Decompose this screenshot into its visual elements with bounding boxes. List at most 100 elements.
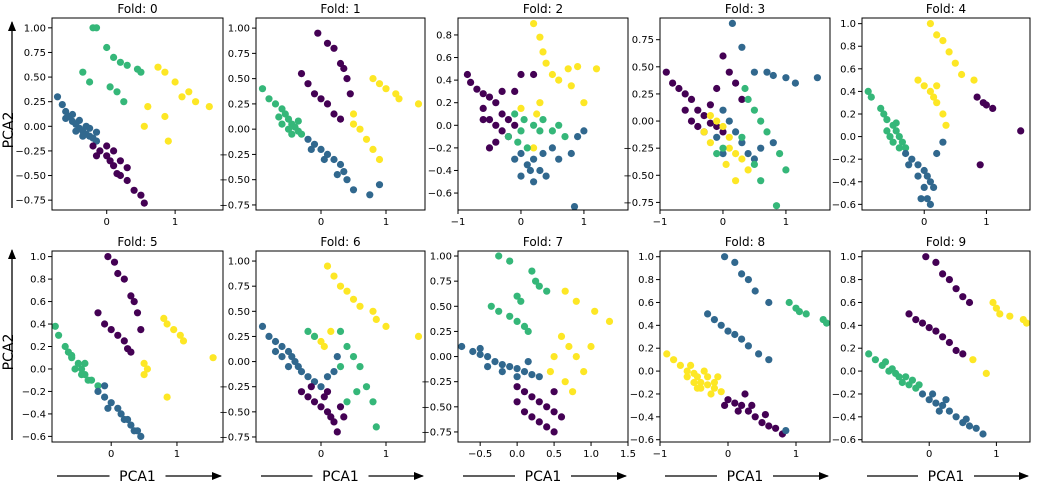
data-point: [732, 79, 740, 87]
data-point: [744, 342, 753, 350]
xlabel-col-3: PCA1: [665, 469, 829, 483]
data-point: [469, 347, 477, 356]
cluster-c0: [513, 383, 566, 436]
data-point: [795, 308, 804, 316]
data-point: [959, 293, 967, 301]
data-point: [362, 135, 371, 143]
subplot-fold-6: Fold: 6 0 1 −0.75 −0.50 −0.25 0.00 0.25 0.50 0.75…: [219, 235, 426, 460]
data-point: [744, 407, 753, 415]
data-point: [55, 331, 63, 339]
data-point: [103, 142, 111, 150]
y-tick-label: 0.50: [228, 74, 250, 85]
data-point: [738, 43, 746, 51]
data-point: [757, 117, 765, 125]
cluster-c0: [662, 52, 746, 136]
data-point: [467, 78, 475, 86]
data-point: [114, 269, 122, 278]
data-point: [356, 302, 364, 310]
data-point: [539, 149, 547, 158]
data-point: [310, 90, 319, 98]
data-point: [713, 84, 721, 93]
data-point: [687, 117, 696, 125]
cluster-c1: [902, 138, 947, 208]
y-tick-label: 0.2: [840, 344, 856, 355]
data-point: [883, 116, 891, 124]
y-tick-label: 0.6: [30, 297, 46, 308]
data-point: [161, 68, 169, 76]
data-point: [591, 307, 599, 315]
data-point: [414, 100, 423, 108]
data-point: [340, 64, 348, 73]
data-point: [278, 120, 286, 128]
data-point: [710, 384, 719, 392]
data-point: [738, 270, 746, 278]
data-point: [929, 390, 937, 398]
data-point: [51, 322, 59, 330]
y-tick-label: 0.0: [638, 367, 654, 378]
data-point: [130, 298, 138, 306]
data-point: [731, 399, 739, 407]
data-point: [925, 324, 933, 332]
cluster-c3: [140, 63, 213, 145]
data-point: [307, 145, 315, 153]
data-point: [722, 160, 730, 168]
data-point: [561, 378, 569, 386]
data-point: [116, 157, 124, 165]
data-point: [719, 52, 727, 60]
data-point: [170, 326, 178, 334]
y-tick-label: −0.50: [623, 171, 654, 182]
data-point: [130, 427, 138, 435]
data-point: [92, 24, 101, 32]
data-point: [89, 142, 97, 150]
data-point: [952, 413, 960, 421]
cluster-c1: [458, 342, 543, 381]
cluster-c3: [914, 20, 978, 129]
data-point: [782, 74, 790, 82]
y-tick-label: 1.00: [228, 257, 250, 268]
data-point: [543, 423, 551, 431]
data-point: [336, 115, 345, 123]
cluster-c3: [140, 314, 217, 401]
cluster-c0: [94, 253, 145, 356]
data-point: [758, 419, 766, 427]
y-tick-label: 0.50: [24, 73, 46, 84]
y-tick-label: 0.2: [436, 98, 452, 109]
data-point: [53, 93, 62, 101]
y-tick-label: 0.50: [228, 307, 250, 318]
cluster-c2: [51, 322, 102, 390]
data-point: [706, 112, 715, 120]
cluster-c1: [918, 390, 987, 438]
data-point: [506, 312, 514, 320]
data-point: [719, 144, 727, 152]
cluster-c2: [864, 87, 910, 152]
data-point: [333, 428, 341, 436]
data-point: [1017, 127, 1025, 135]
data-point: [297, 70, 306, 78]
data-point: [888, 365, 896, 373]
data-point: [517, 172, 525, 180]
cluster-c1: [511, 127, 588, 211]
data-point: [110, 53, 118, 62]
data-point: [68, 351, 76, 360]
data-point: [517, 149, 525, 158]
data-point: [526, 166, 535, 175]
data-point: [979, 430, 987, 438]
y-tick-label: 0.00: [632, 117, 654, 128]
data-point: [476, 350, 484, 359]
data-point: [952, 285, 960, 293]
data-point: [94, 309, 102, 317]
cluster-c2: [713, 84, 790, 210]
y-tick-label: 0.6: [840, 64, 856, 75]
y-tick-label: −0.4: [630, 412, 654, 423]
data-point: [209, 354, 217, 362]
data-point: [520, 388, 529, 396]
data-point: [343, 176, 351, 184]
data-point: [750, 160, 759, 168]
data-point: [484, 363, 492, 371]
data-point: [140, 122, 148, 130]
subplot-title: Fold: 3: [725, 2, 765, 16]
data-point: [731, 330, 739, 339]
data-point: [101, 320, 109, 328]
data-point: [542, 172, 550, 180]
data-point: [744, 95, 752, 103]
